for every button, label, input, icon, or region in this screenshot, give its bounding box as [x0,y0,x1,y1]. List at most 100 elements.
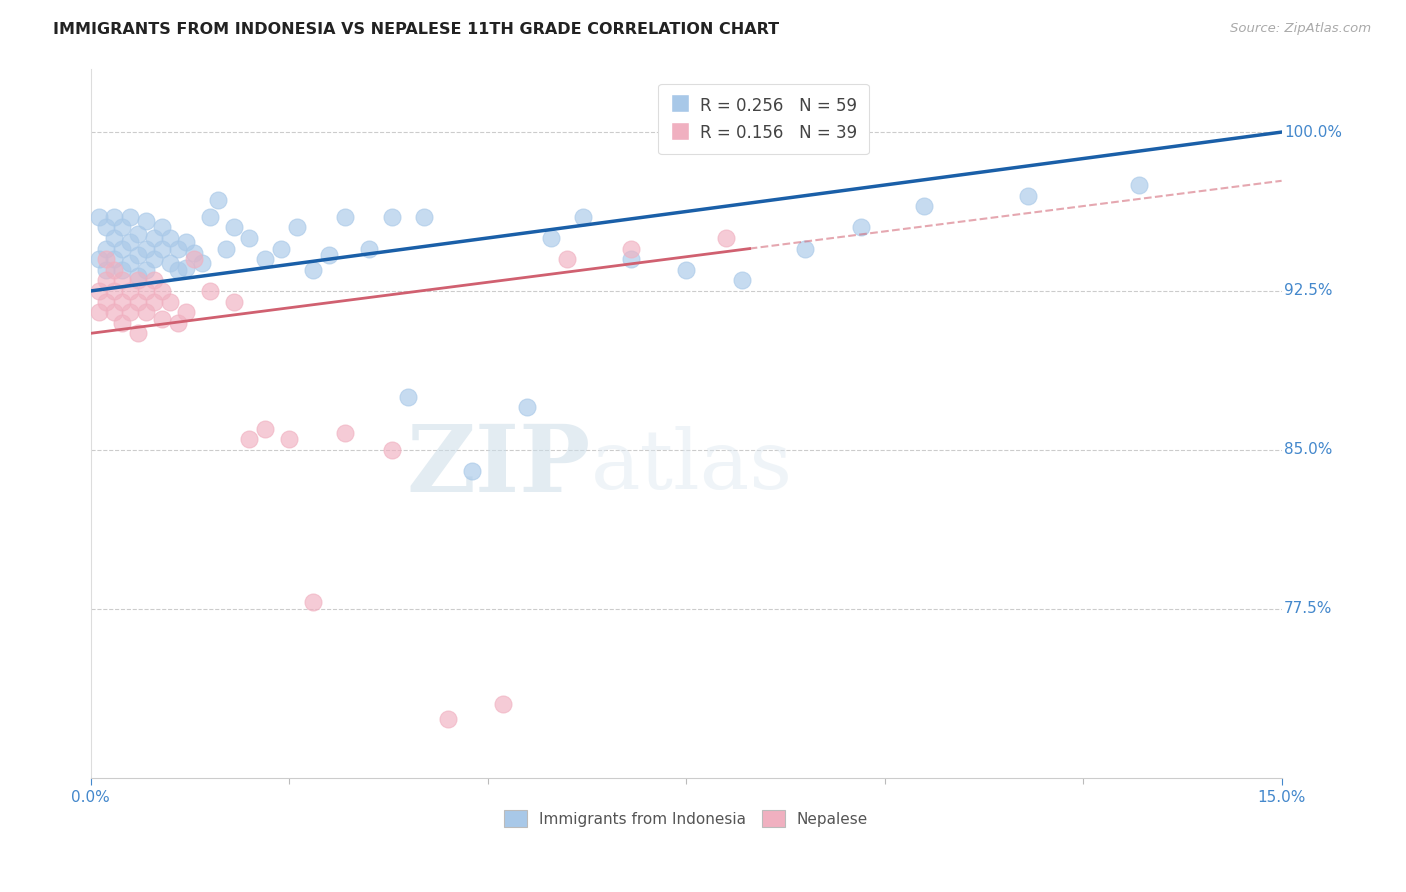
Point [120,256,142,270]
Point [103,210,125,224]
Point [1017,188,1039,202]
Text: Source: ZipAtlas.com: Source: ZipAtlas.com [1230,22,1371,36]
Point [333,210,356,224]
Text: 100.0%: 100.0% [1284,125,1341,139]
Legend: Immigrants from Indonesia, Nepalese: Immigrants from Indonesia, Nepalese [496,803,876,834]
Point [103,305,125,319]
Point [135,262,157,277]
Point [619,252,641,267]
Point [87,284,110,298]
Point [87,305,110,319]
Point [127,294,149,309]
Point [381,442,404,457]
Point [516,401,538,415]
Point [222,220,245,235]
Point [143,252,166,267]
Point [254,422,277,436]
Point [174,305,197,319]
Point [238,432,260,446]
Point [357,242,380,256]
Point [198,284,221,298]
Point [396,390,419,404]
Point [794,242,817,256]
Point [174,260,197,275]
Point [540,231,562,245]
Point [159,256,181,270]
Point [619,242,641,256]
Point [103,252,125,267]
Point [714,231,737,245]
Point [675,262,697,277]
Point [159,231,181,245]
Point [198,210,221,224]
Point [333,425,356,440]
Point [150,284,173,298]
Point [135,284,157,298]
Text: ZIP: ZIP [406,421,591,511]
Point [135,242,157,256]
Point [270,242,292,256]
Point [159,294,181,309]
Point [278,432,301,446]
Point [555,252,578,267]
Point [111,220,134,235]
Point [143,273,166,287]
Point [96,273,118,287]
Point [849,220,872,235]
Text: IMMIGRANTS FROM INDONESIA VS NEPALESE 11TH GRADE CORRELATION CHART: IMMIGRANTS FROM INDONESIA VS NEPALESE 11… [53,22,779,37]
Point [135,214,157,228]
Point [111,294,134,309]
Point [222,294,245,309]
Point [912,199,935,213]
Point [127,269,149,284]
Point [731,273,754,287]
Point [135,305,157,319]
Point [492,697,515,711]
Point [238,231,260,245]
Point [103,284,125,298]
Point [150,220,173,235]
Point [318,248,340,262]
Point [167,262,190,277]
Point [111,262,134,277]
Point [254,252,277,267]
Point [302,595,325,609]
Point [285,220,308,235]
Point [167,242,190,256]
Point [120,284,142,298]
Point [127,326,149,341]
Point [96,220,118,235]
Point [174,235,197,250]
Point [96,294,118,309]
Point [183,245,205,260]
Point [183,252,205,267]
Text: 92.5%: 92.5% [1284,284,1333,299]
Point [461,464,484,478]
Point [413,210,436,224]
Point [96,242,118,256]
Point [87,252,110,267]
Text: 77.5%: 77.5% [1284,601,1333,616]
Point [381,210,404,224]
Point [572,210,595,224]
Point [143,231,166,245]
Point [143,294,166,309]
Point [111,273,134,287]
Point [120,210,142,224]
Point [127,248,149,262]
Text: atlas: atlas [591,426,793,506]
Point [167,316,190,330]
Text: 85.0%: 85.0% [1284,442,1333,458]
Point [207,193,229,207]
Point [111,316,134,330]
Point [437,712,460,726]
Point [150,311,173,326]
Point [96,262,118,277]
Point [302,262,325,277]
Point [120,235,142,250]
Point [127,273,149,287]
Point [96,252,118,267]
Point [214,242,236,256]
Point [103,231,125,245]
Point [1128,178,1150,192]
